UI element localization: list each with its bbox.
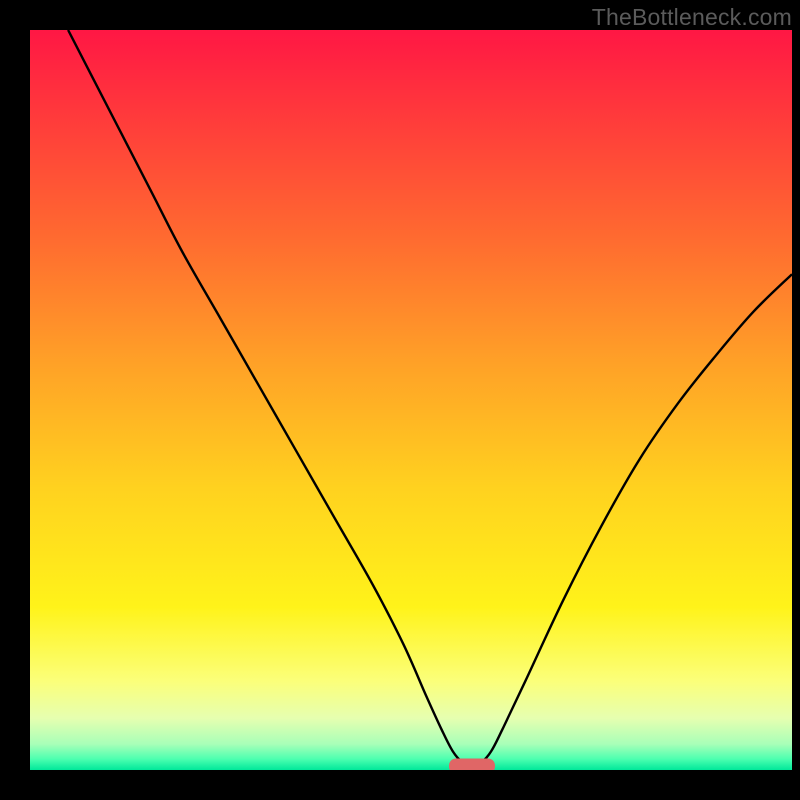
- plot-area: [30, 30, 792, 770]
- plot-frame: [8, 30, 792, 792]
- watermark-label: TheBottleneck.com: [592, 4, 792, 31]
- optimal-marker: [449, 758, 495, 770]
- chart-container: TheBottleneck.com: [0, 0, 800, 800]
- bottleneck-curve: [30, 30, 792, 770]
- curve-path: [68, 30, 792, 766]
